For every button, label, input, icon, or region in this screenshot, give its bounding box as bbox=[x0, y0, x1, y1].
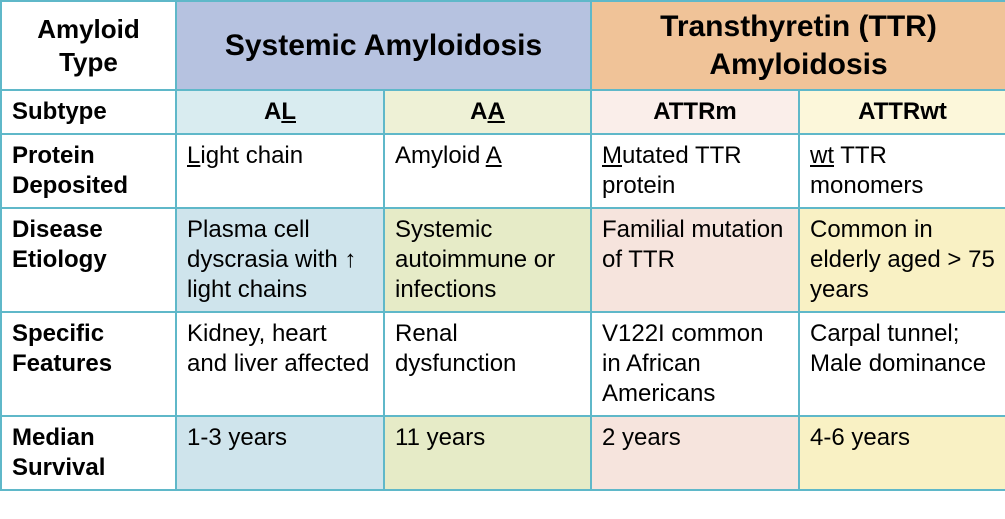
row-survival: Median Survival 1-3 years 11 years 2 yea… bbox=[1, 416, 1005, 490]
label-protein: Protein Deposited bbox=[1, 134, 176, 208]
label-features: Specific Features bbox=[1, 312, 176, 416]
cell-subtype-attrm: ATTRm bbox=[591, 90, 799, 134]
row-features: Specific Features Kidney, heart and live… bbox=[1, 312, 1005, 416]
header-systemic: Systemic Amyloidosis bbox=[176, 1, 591, 90]
cell-subtype-attrwt: ATTRwt bbox=[799, 90, 1005, 134]
cell-etiology-al: Plasma cell dyscrasia with ↑ light chain… bbox=[176, 208, 384, 312]
row-protein: Protein Deposited Light chain Amyloid A … bbox=[1, 134, 1005, 208]
cell-features-attrm: V122I common in African Americans bbox=[591, 312, 799, 416]
header-amyloid-type: Amyloid Type bbox=[1, 1, 176, 90]
cell-protein-al: Light chain bbox=[176, 134, 384, 208]
header-row: Amyloid Type Systemic Amyloidosis Transt… bbox=[1, 1, 1005, 90]
cell-etiology-attrwt: Common in elderly aged > 75 years bbox=[799, 208, 1005, 312]
cell-etiology-attrm: Familial mutation of TTR bbox=[591, 208, 799, 312]
cell-features-al: Kidney, heart and liver affected bbox=[176, 312, 384, 416]
cell-etiology-aa: Systemic autoimmune or infections bbox=[384, 208, 591, 312]
amyloidosis-table: Amyloid Type Systemic Amyloidosis Transt… bbox=[0, 0, 1005, 491]
label-subtype: Subtype bbox=[1, 90, 176, 134]
label-etiology: Disease Etiology bbox=[1, 208, 176, 312]
cell-survival-aa: 11 years bbox=[384, 416, 591, 490]
row-subtype: Subtype AL AA ATTRm ATTRwt bbox=[1, 90, 1005, 134]
cell-protein-attrm: Mutated TTR protein bbox=[591, 134, 799, 208]
label-survival: Median Survival bbox=[1, 416, 176, 490]
cell-protein-attrwt: wt TTR monomers bbox=[799, 134, 1005, 208]
row-etiology: Disease Etiology Plasma cell dyscrasia w… bbox=[1, 208, 1005, 312]
cell-survival-attrwt: 4-6 years bbox=[799, 416, 1005, 490]
cell-subtype-al: AL bbox=[176, 90, 384, 134]
cell-survival-attrm: 2 years bbox=[591, 416, 799, 490]
cell-features-aa: Renal dysfunction bbox=[384, 312, 591, 416]
cell-survival-al: 1-3 years bbox=[176, 416, 384, 490]
header-ttr: Transthyretin (TTR) Amyloidosis bbox=[591, 1, 1005, 90]
cell-protein-aa: Amyloid A bbox=[384, 134, 591, 208]
cell-features-attrwt: Carpal tunnel; Male dominance bbox=[799, 312, 1005, 416]
cell-subtype-aa: AA bbox=[384, 90, 591, 134]
